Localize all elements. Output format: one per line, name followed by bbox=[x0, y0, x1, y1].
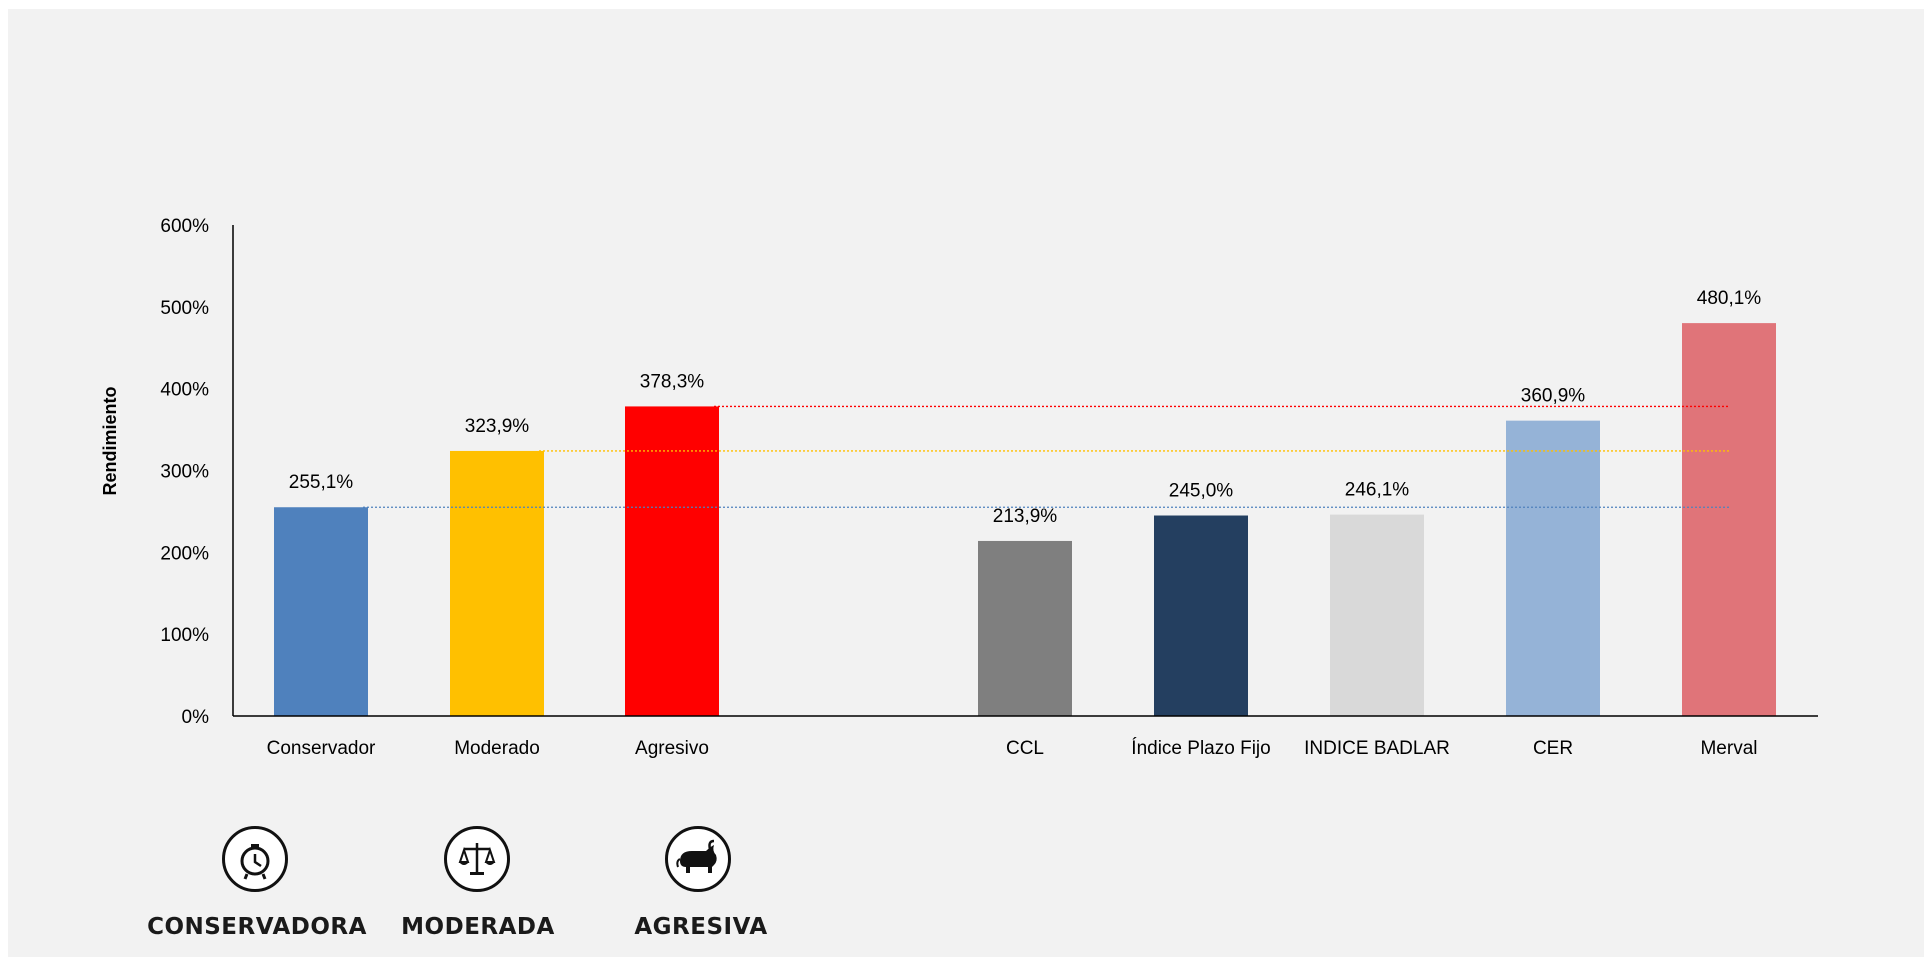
data-label: 246,1% bbox=[1345, 480, 1410, 501]
profile-label-moderada: MODERADA bbox=[401, 914, 555, 940]
balance-scale-icon bbox=[444, 826, 510, 892]
bar-chart: Rendimiento 0% 100% 200% 300% 400% 500% 600% 255… bbox=[100, 216, 1818, 759]
chart-panel: Rendimiento 0% 100% 200% 300% 400% 500% 600% 255… bbox=[8, 9, 1924, 957]
y-axis-label: Rendimiento bbox=[100, 386, 120, 495]
y-tick-label: 500% bbox=[160, 298, 209, 319]
data-label: 360,9% bbox=[1521, 386, 1586, 407]
x-tick-label: Índice Plazo Fijo bbox=[1131, 738, 1270, 759]
bar bbox=[274, 507, 368, 716]
data-label: 255,1% bbox=[289, 472, 354, 493]
data-label: 378,3% bbox=[640, 371, 705, 392]
y-tick-label: 300% bbox=[160, 462, 209, 483]
y-tick-label: 600% bbox=[160, 216, 209, 237]
y-tick-label: 200% bbox=[160, 543, 209, 564]
bar bbox=[978, 540, 1072, 716]
data-label: 480,1% bbox=[1697, 288, 1762, 309]
bar bbox=[1682, 323, 1776, 716]
bar bbox=[1154, 515, 1248, 716]
profile-label-conservadora: CONSERVADORA bbox=[147, 914, 367, 940]
data-label: 245,0% bbox=[1169, 481, 1234, 502]
bar bbox=[625, 406, 719, 716]
x-tick-label: INDICE BADLAR bbox=[1304, 738, 1450, 759]
y-tick-label: 400% bbox=[160, 380, 209, 401]
x-tick-label: CCL bbox=[1006, 738, 1044, 759]
data-label: 323,9% bbox=[465, 416, 530, 437]
x-tick-label: Moderado bbox=[454, 738, 540, 759]
x-tick-label: Merval bbox=[1700, 738, 1757, 759]
piggy-clock-icon bbox=[222, 826, 288, 892]
x-tick-label: Agresivo bbox=[635, 738, 709, 759]
bar bbox=[450, 450, 544, 716]
y-tick-label: 100% bbox=[160, 625, 209, 646]
bull-icon bbox=[665, 826, 731, 892]
x-tick-label: CER bbox=[1533, 738, 1573, 759]
profile-label-agresiva: AGRESIVA bbox=[634, 914, 768, 940]
bar bbox=[1330, 514, 1424, 716]
data-label: 213,9% bbox=[993, 506, 1058, 527]
y-tick-label: 0% bbox=[182, 707, 210, 728]
bar bbox=[1506, 420, 1600, 716]
x-tick-label: Conservador bbox=[267, 738, 376, 759]
